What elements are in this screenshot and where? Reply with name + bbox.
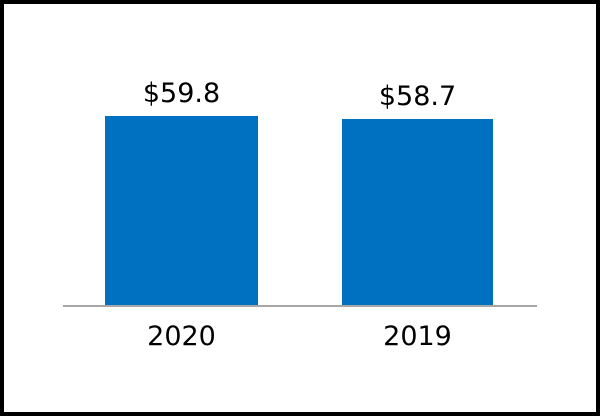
bar-group-2019: $58.7 — [342, 83, 493, 305]
bar-value-label-2020: $59.8 — [142, 78, 221, 109]
x-axis-label-2020: 2020 — [147, 321, 216, 352]
bar-group-2020: $59.8 — [105, 80, 258, 305]
x-axis-line — [63, 305, 537, 307]
bar-value-label-2019: $58.7 — [378, 81, 457, 112]
x-axis-label-2019: 2019 — [383, 321, 452, 352]
plot-area: $59.8 $58.7 2020 2019 — [4, 4, 596, 412]
bar-2020 — [105, 116, 258, 305]
bar-2019 — [342, 119, 493, 305]
